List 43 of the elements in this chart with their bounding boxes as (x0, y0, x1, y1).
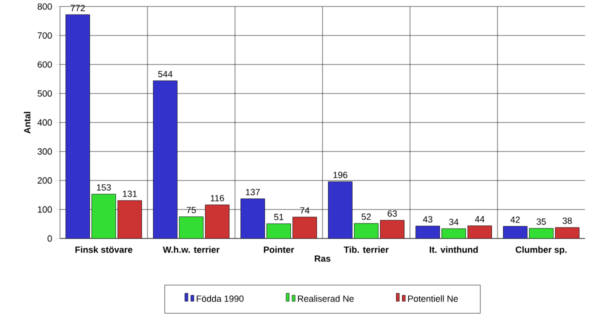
bar (179, 216, 204, 238)
x-tick-label: Finsk stövare (75, 246, 132, 253)
data-label: 74 (300, 207, 310, 214)
bar (266, 223, 291, 238)
bar (354, 222, 378, 238)
data-label: 75 (186, 206, 196, 213)
x-tick-label: W.h.w. terrier (162, 246, 220, 253)
y-tick-label: 500 (38, 90, 52, 96)
x-tick-label: Pointer (264, 246, 294, 253)
data-label: 153 (96, 184, 111, 190)
data-label: 52 (362, 213, 371, 220)
data-label: 116 (210, 194, 224, 202)
data-label: 196 (333, 172, 348, 178)
x-tick-label: It. vinthund (430, 246, 478, 253)
x-axis-title: Ras (314, 255, 330, 262)
data-label: 63 (388, 210, 397, 216)
data-label: 34 (449, 218, 458, 225)
y-axis-title: Antal (24, 112, 30, 134)
y-tick-label: 100 (38, 206, 52, 212)
y-tick-label: 300 (38, 148, 52, 154)
bar (529, 228, 554, 238)
y-tick-label: 0 (48, 235, 52, 242)
y-tick-label: 400 (37, 119, 52, 126)
x-tick-label: Tib. terrier (344, 246, 389, 253)
legend-label: Potentiell Ne (408, 295, 458, 302)
data-label: 544 (158, 70, 172, 77)
data-label: 35 (536, 218, 546, 225)
data-label: 38 (562, 217, 572, 224)
data-label: 772 (70, 4, 85, 11)
data-label: 131 (122, 190, 137, 197)
y-tick-label: 200 (38, 177, 52, 184)
data-label: 44 (474, 216, 484, 222)
y-tick-label: 600 (38, 61, 52, 68)
data-label: 137 (246, 188, 260, 196)
legend-label: Realiserad Ne (298, 295, 354, 302)
data-label: 42 (510, 216, 520, 223)
bar (92, 194, 116, 238)
y-tick-label: 800 (38, 3, 52, 10)
x-tick-label: Clumber sp. (516, 246, 567, 254)
data-label: 51 (274, 214, 284, 220)
data-label: 43 (422, 216, 432, 222)
y-tick-label: 700 (38, 32, 52, 38)
legend-label: Födda 1990 (196, 295, 244, 302)
